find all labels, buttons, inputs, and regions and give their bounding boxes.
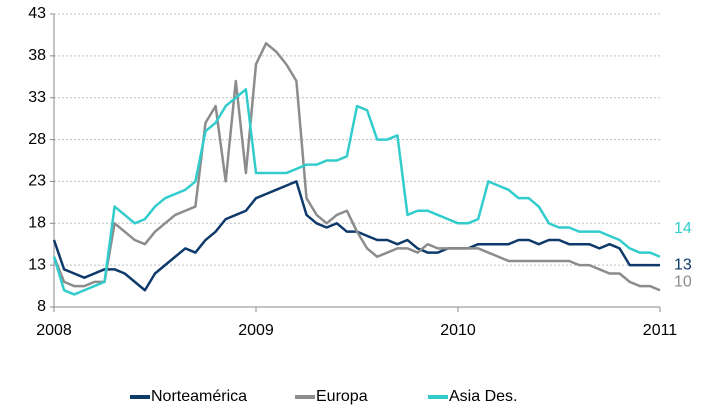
y-tick-label: 18 bbox=[28, 215, 46, 232]
y-tick-label: 33 bbox=[28, 89, 46, 106]
end-label: 10 bbox=[674, 273, 692, 290]
x-tick-label: 2009 bbox=[238, 322, 274, 339]
end-label: 13 bbox=[674, 256, 692, 273]
series-line bbox=[52, 42, 661, 292]
end-label: 14 bbox=[674, 220, 692, 237]
legend-label: Europa bbox=[316, 388, 368, 405]
series-line bbox=[52, 180, 660, 292]
y-tick-label: 28 bbox=[28, 131, 46, 148]
y-tick-label: 13 bbox=[28, 256, 46, 273]
legend-label: Asia Des. bbox=[449, 388, 517, 405]
x-tick-label: 2008 bbox=[36, 322, 72, 339]
y-tick-label: 43 bbox=[28, 5, 46, 22]
x-tick-label: 2011 bbox=[643, 322, 678, 339]
legend-label: Norteamérica bbox=[151, 388, 247, 405]
y-tick-label: 23 bbox=[28, 173, 46, 190]
y-tick-label: 8 bbox=[37, 298, 46, 315]
x-tick-label: 2010 bbox=[440, 322, 476, 339]
y-tick-label: 38 bbox=[28, 47, 46, 64]
series-line bbox=[52, 88, 661, 296]
